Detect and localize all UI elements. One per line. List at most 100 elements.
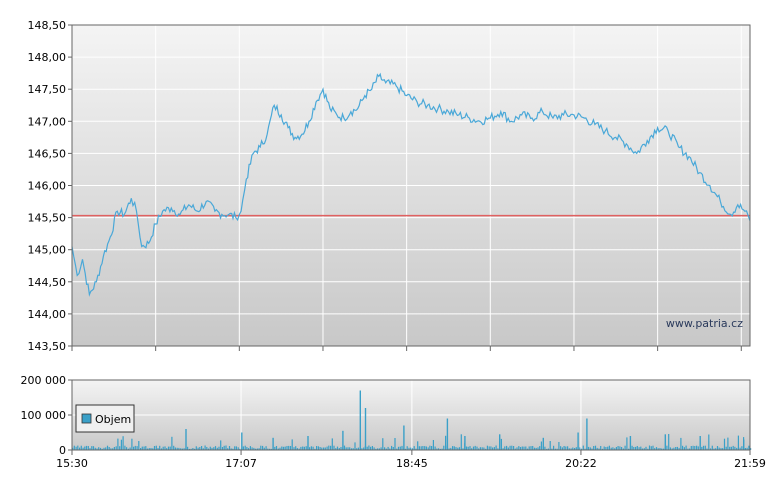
volume-bar: [410, 447, 412, 450]
volume-bar: [326, 446, 328, 450]
volume-bar: [387, 446, 389, 450]
volume-bar: [253, 447, 255, 450]
volume-bar: [469, 446, 471, 450]
price-y-tick-label: 144,50: [28, 276, 67, 289]
volume-bar: [401, 445, 403, 450]
volume-bar: [640, 446, 642, 450]
volume-bar: [227, 448, 229, 450]
volume-bar: [486, 445, 488, 450]
volume-bar: [598, 448, 600, 450]
volume-bar: [725, 446, 727, 450]
volume-bar: [148, 448, 150, 450]
volume-bar: [472, 446, 475, 450]
volume-bar: [596, 447, 598, 450]
volume-spike-bar: [342, 430, 344, 451]
volume-bar: [661, 448, 663, 450]
volume-bar: [375, 448, 377, 450]
volume-bar: [628, 448, 630, 450]
volume-bar: [476, 446, 478, 450]
volume-bar: [523, 446, 525, 450]
volume-bar: [244, 445, 246, 450]
volume-bar: [723, 438, 726, 450]
volume-bar: [258, 448, 260, 450]
volume-bar: [85, 445, 88, 450]
volume-bar: [160, 448, 163, 450]
volume-x-tick-label: 20:22: [565, 457, 597, 470]
volume-bar: [335, 448, 337, 450]
volume-bar: [614, 448, 616, 450]
volume-bar: [696, 445, 698, 450]
volume-bar: [112, 448, 114, 450]
volume-bar: [220, 440, 222, 450]
volume-bar: [425, 446, 427, 450]
volume-bar: [228, 446, 231, 450]
volume-bar: [324, 447, 326, 450]
volume-bar: [378, 448, 380, 450]
legend-label: Objem: [95, 413, 131, 426]
volume-bar: [715, 448, 717, 450]
volume-bar: [457, 447, 459, 450]
volume-bar: [77, 445, 79, 450]
volume-bar: [593, 446, 595, 450]
volume-bar: [171, 436, 173, 450]
volume-bar: [345, 447, 347, 450]
volume-bar: [448, 448, 450, 450]
volume-spike-bar: [699, 436, 701, 450]
volume-bar: [528, 446, 530, 450]
legend-swatch: [81, 413, 92, 424]
volume-bar: [418, 446, 420, 450]
volume-bar: [635, 446, 637, 450]
volume-bar: [84, 446, 86, 450]
volume-bar: [434, 446, 436, 450]
volume-bar: [481, 447, 483, 450]
volume-bar: [736, 447, 738, 450]
volume-bar: [234, 446, 236, 450]
volume-bar: [704, 445, 706, 450]
volume-bar: [737, 435, 739, 450]
volume-bar: [275, 446, 278, 450]
volume-bar: [303, 446, 305, 450]
volume-bar: [316, 446, 318, 450]
volume-bar: [323, 447, 325, 450]
volume-bar: [568, 448, 570, 450]
price-y-tick-label: 148,00: [28, 51, 67, 64]
volume-bar: [424, 446, 426, 450]
volume-bar: [216, 447, 218, 450]
volume-bar: [612, 447, 614, 450]
price-x-tick-marks: [71, 346, 742, 351]
volume-bar: [159, 445, 161, 450]
volume-bar: [82, 447, 84, 450]
volume-bar: [507, 447, 509, 450]
volume-bar: [263, 447, 265, 450]
volume-bar: [427, 447, 429, 450]
volume-spike-bar: [499, 434, 501, 451]
volume-bar: [310, 446, 312, 450]
volume-bar: [181, 448, 183, 450]
volume-bar: [370, 446, 372, 450]
volume-bar: [126, 447, 128, 450]
volume-bar: [453, 446, 455, 450]
volume-spike-bar: [629, 436, 632, 450]
volume-bar: [488, 446, 490, 450]
volume-bar: [650, 446, 652, 450]
volume-bar: [127, 448, 129, 450]
volume-bar: [617, 446, 619, 450]
volume-bar: [166, 448, 168, 450]
volume-bar: [256, 448, 258, 450]
volume-bar: [192, 448, 194, 450]
volume-bar: [519, 447, 522, 450]
volume-bar: [288, 445, 290, 450]
volume-bar: [518, 446, 520, 450]
volume-bar: [211, 447, 213, 450]
volume-bar: [516, 447, 518, 450]
volume-bar: [350, 448, 353, 450]
volume-bar: [404, 448, 407, 450]
volume-bar: [645, 446, 647, 450]
volume-bar: [282, 446, 285, 450]
volume-bar: [284, 446, 286, 450]
volume-bar: [495, 445, 497, 450]
volume-bar: [701, 446, 703, 450]
volume-bar: [553, 445, 555, 450]
volume-spike-bar: [743, 439, 745, 450]
